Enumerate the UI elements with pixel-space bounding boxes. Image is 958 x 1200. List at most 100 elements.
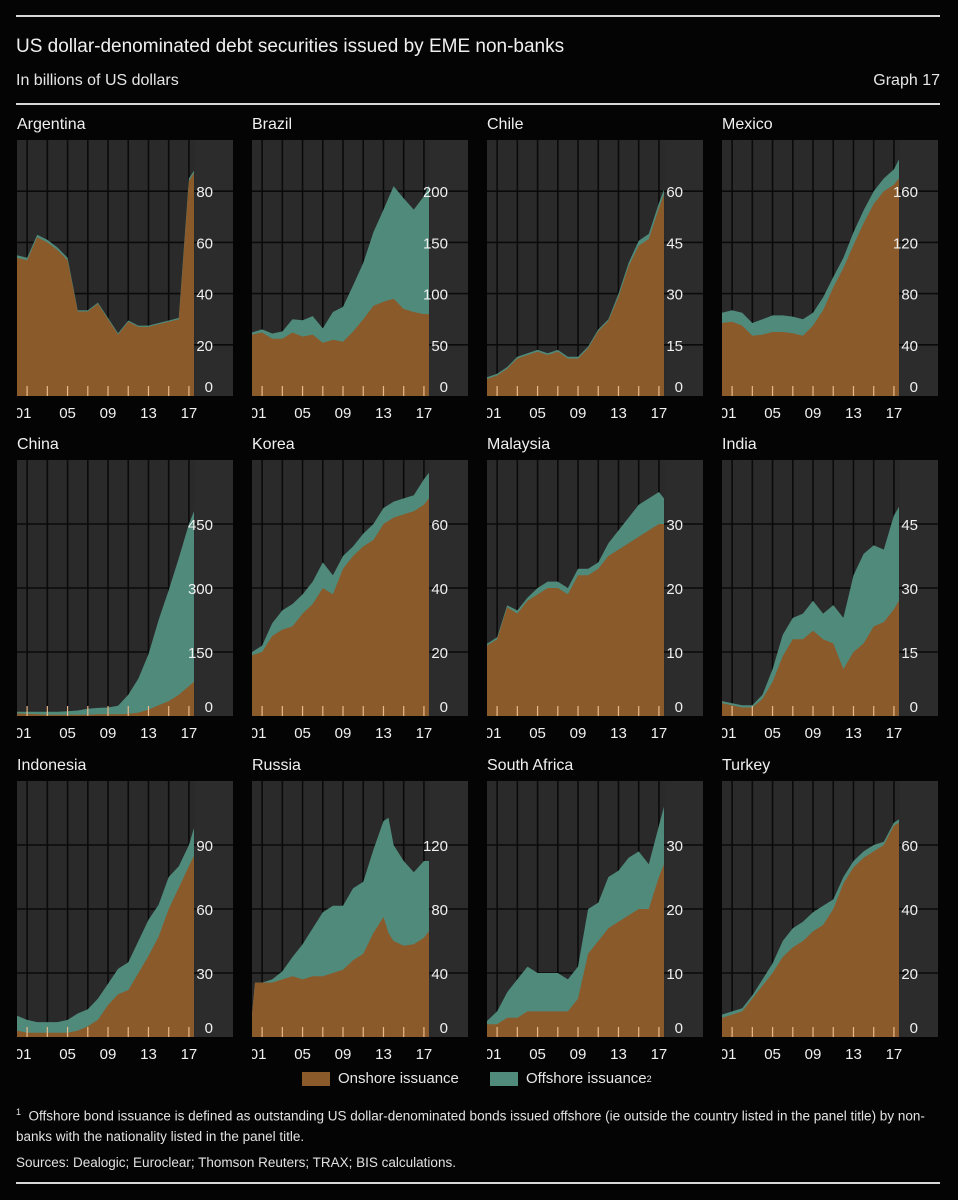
panel-title: Chile <box>487 116 524 133</box>
x-tick-label: 17 <box>886 1046 903 1063</box>
y-tick-label: 450 <box>188 517 213 534</box>
y-tick-label: 20 <box>431 645 448 662</box>
x-tick-label: 13 <box>845 405 862 422</box>
y-tick-label: 30 <box>196 966 213 983</box>
x-tick-label: 17 <box>181 405 198 422</box>
y-tick-label: 0 <box>205 379 213 396</box>
axis-background <box>430 140 468 396</box>
panel-title: Argentina <box>17 116 86 133</box>
panel-china: China 0 150 300 450 01 05 09 13 17 <box>17 436 249 742</box>
y-tick-label: 80 <box>196 184 213 201</box>
sources-note: Sources: Dealogic; Euroclear; Thomson Re… <box>16 1155 456 1170</box>
y-tick-label: 10 <box>666 966 683 983</box>
x-tick-label: 05 <box>529 725 546 742</box>
onshore-area <box>722 600 899 716</box>
x-tick-label: 09 <box>570 725 587 742</box>
x-tick-label: 09 <box>100 1046 117 1063</box>
header-rule <box>16 103 940 105</box>
footnote-text: Offshore bond issuance is defined as out… <box>16 1108 925 1144</box>
panel-south-africa: South Africa 0 10 20 30 01 05 09 13 17 <box>487 757 719 1063</box>
x-tick-label: 01 <box>487 725 501 742</box>
panel-chile: Chile 0 15 30 45 60 01 05 09 13 17 <box>487 116 719 422</box>
y-tick-label: 200 <box>423 184 448 201</box>
offshore-area <box>17 511 194 716</box>
axis-background <box>900 140 938 396</box>
panel-argentina: Argentina 0 20 40 60 80 01 05 09 13 17 <box>17 116 249 422</box>
footnote-1: 1 Offshore bond issuance is defined as o… <box>16 1102 936 1147</box>
x-tick-label: 05 <box>764 405 781 422</box>
x-tick-label: 13 <box>610 1046 627 1063</box>
panel-brazil: Brazil 0 50 100 150 200 01 05 09 13 17 <box>252 116 484 422</box>
legend: Onshore issuance Offshore issuance 2 <box>0 1070 958 1092</box>
y-tick-label: 0 <box>910 699 918 716</box>
onshore-area <box>487 524 664 716</box>
y-tick-label: 60 <box>196 235 213 252</box>
y-tick-label: 30 <box>666 287 683 304</box>
y-tick-label: 30 <box>666 838 683 855</box>
panel-title: South Africa <box>487 757 574 774</box>
x-tick-label: 05 <box>59 725 76 742</box>
x-tick-label: 13 <box>845 725 862 742</box>
x-tick-label: 01 <box>17 725 31 742</box>
y-tick-label: 90 <box>196 838 213 855</box>
x-tick-label: 13 <box>845 1046 862 1063</box>
axis-background <box>665 140 703 396</box>
y-tick-label: 150 <box>423 235 448 252</box>
x-tick-label: 01 <box>487 405 501 422</box>
x-tick-label: 01 <box>252 405 266 422</box>
y-tick-label: 60 <box>431 517 448 534</box>
x-tick-label: 09 <box>570 405 587 422</box>
x-tick-label: 09 <box>335 725 352 742</box>
y-tick-label: 20 <box>666 581 683 598</box>
x-tick-label: 05 <box>764 725 781 742</box>
onshore-area <box>487 864 664 1037</box>
x-tick-label: 01 <box>252 725 266 742</box>
onshore-area <box>252 298 429 396</box>
x-tick-label: 01 <box>252 1046 266 1063</box>
area-chart: 0 30 60 90 01 05 09 13 17 <box>17 781 233 1063</box>
x-tick-label: 17 <box>181 1046 198 1063</box>
x-tick-label: 05 <box>59 1046 76 1063</box>
x-tick-label: 01 <box>722 405 736 422</box>
area-chart: 0 50 100 150 200 01 05 09 13 17 <box>252 140 468 422</box>
y-tick-label: 150 <box>188 645 213 662</box>
area-chart: 0 10 20 30 01 05 09 13 17 <box>487 781 703 1063</box>
y-tick-label: 0 <box>440 1020 448 1037</box>
x-tick-label: 17 <box>181 725 198 742</box>
x-tick-label: 13 <box>140 725 157 742</box>
y-tick-label: 40 <box>901 338 918 355</box>
x-tick-label: 05 <box>529 1046 546 1063</box>
x-tick-label: 13 <box>140 1046 157 1063</box>
y-tick-label: 15 <box>901 645 918 662</box>
y-tick-label: 0 <box>910 379 918 396</box>
area-chart: 0 10 20 30 01 05 09 13 17 <box>487 460 703 742</box>
onshore-area <box>252 498 429 716</box>
onshore-area <box>722 822 899 1037</box>
area-chart: 0 20 40 60 80 01 05 09 13 17 <box>17 140 233 422</box>
x-tick-label: 17 <box>886 405 903 422</box>
y-tick-label: 15 <box>666 338 683 355</box>
onshore-area <box>17 855 194 1037</box>
onshore-swatch-icon <box>302 1071 330 1086</box>
x-tick-label: 13 <box>375 1046 392 1063</box>
panel-indonesia: Indonesia 0 30 60 90 01 05 09 13 17 <box>17 757 249 1063</box>
x-tick-label: 09 <box>100 725 117 742</box>
panel-title: Brazil <box>252 116 293 133</box>
panel-title: Russia <box>252 757 301 774</box>
axis-background <box>195 140 233 396</box>
y-tick-label: 45 <box>666 235 683 252</box>
legend-label-offshore: Offshore issuance <box>526 1070 647 1087</box>
y-tick-label: 0 <box>205 1020 213 1037</box>
y-tick-label: 40 <box>196 287 213 304</box>
x-tick-label: 01 <box>487 1046 501 1063</box>
footnote-marker: 1 <box>16 1107 22 1117</box>
bottom-rule <box>16 1182 940 1184</box>
x-tick-label: 09 <box>100 405 117 422</box>
y-tick-label: 30 <box>901 581 918 598</box>
x-tick-label: 17 <box>416 725 433 742</box>
area-chart: 0 150 300 450 01 05 09 13 17 <box>17 460 233 742</box>
panel-title: Turkey <box>722 757 771 774</box>
area-chart: 0 15 30 45 01 05 09 13 17 <box>722 460 938 742</box>
area-chart: 0 15 30 45 60 01 05 09 13 17 <box>487 140 703 422</box>
area-chart: 0 20 40 60 01 05 09 13 17 <box>722 781 938 1063</box>
